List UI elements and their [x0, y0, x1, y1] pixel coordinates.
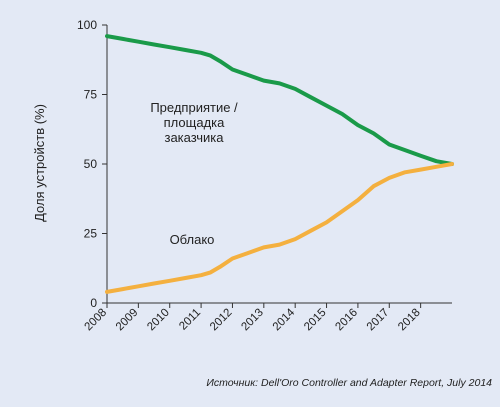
enterprise-series-line [105, 34, 454, 166]
series-label-line: Предприятие / [150, 100, 238, 115]
x-tick-label: 2014 [271, 306, 298, 333]
source-note: Источник: Dell'Oro Controller and Adapte… [206, 377, 492, 389]
x-tick-label: 2013 [239, 307, 266, 334]
x-tick-label: 2008 [83, 307, 110, 334]
x-tick-label: 2015 [302, 307, 329, 334]
y-tick-label: 50 [84, 157, 98, 171]
y-tick-label: 0 [90, 296, 97, 310]
y-axis-title: Доля устройств (%) [32, 104, 47, 222]
x-tick-label: 2011 [177, 307, 203, 333]
series-label-line: Облако [170, 232, 215, 247]
series-label-line: заказчика [164, 130, 224, 145]
enterprise-series-label: Предприятие / площадка заказчика [150, 100, 238, 145]
x-tick-label: 2010 [145, 307, 172, 334]
y-tick-label: 75 [84, 88, 98, 102]
x-tick-label: 2017 [365, 307, 392, 334]
cloud-series-label: Облако [170, 232, 215, 247]
x-tick-label: 2012 [208, 307, 235, 334]
series-labels: Предприятие / площадка заказчика Облако [150, 100, 238, 247]
y-tick-label: 100 [77, 18, 97, 32]
x-tick-label: 2018 [396, 307, 423, 334]
y-tick-label: 25 [84, 227, 98, 241]
cloud-series-line [105, 162, 454, 294]
x-tick-label: 2009 [114, 307, 141, 334]
series-lines [105, 34, 454, 294]
series-label-line: площадка [164, 115, 225, 130]
x-tick-label: 2016 [333, 307, 360, 334]
